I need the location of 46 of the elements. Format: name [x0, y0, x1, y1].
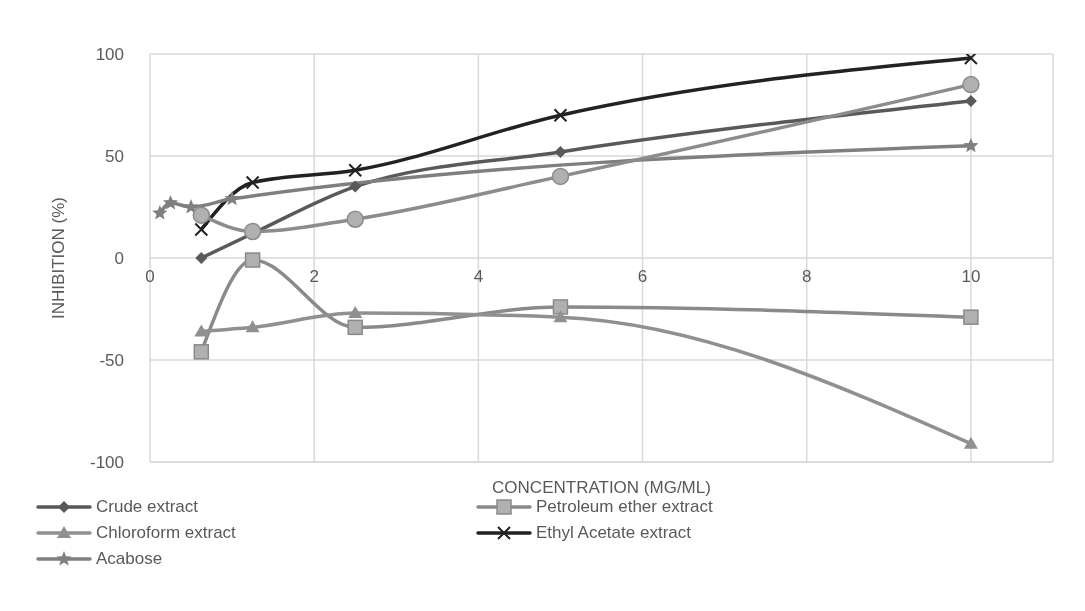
point	[962, 75, 980, 94]
point	[193, 344, 210, 360]
y-tick-label: -100	[89, 453, 124, 473]
x-tick-label: 10	[961, 267, 981, 286]
x-tick-label: 0	[145, 267, 155, 286]
point	[243, 222, 262, 241]
point	[963, 137, 979, 153]
legend-label: Petroleum ether extract	[536, 497, 713, 517]
point	[553, 310, 568, 323]
point	[552, 299, 569, 315]
y-tick-label: 0	[114, 249, 124, 269]
point	[162, 194, 179, 210]
point	[192, 206, 211, 224]
y-tick-label: -50	[99, 351, 124, 371]
point	[195, 252, 208, 264]
point	[553, 108, 568, 123]
point	[551, 167, 570, 186]
x-tick-label: 6	[637, 267, 648, 286]
point	[224, 190, 240, 206]
x-tick-label: 2	[309, 267, 319, 286]
point	[245, 320, 260, 333]
point	[963, 54, 978, 66]
point	[245, 175, 260, 190]
y-tick-label: 50	[105, 147, 124, 167]
point	[347, 319, 363, 336]
x-axis-title: CONCENTRATION (MG/ML)	[492, 478, 711, 497]
y-axis-title: INHIBITION (%)	[49, 197, 69, 319]
legend-label: Ethyl Acetate extract	[536, 523, 691, 543]
point	[348, 306, 363, 319]
point	[349, 180, 362, 193]
y-tick-label: 100	[95, 45, 124, 65]
legend-label: Acabose	[96, 549, 163, 569]
legend-label: Crude extract	[96, 497, 199, 517]
point	[346, 210, 364, 228]
point	[194, 324, 209, 337]
point	[963, 436, 978, 449]
point	[348, 163, 363, 178]
point	[183, 199, 199, 214]
point	[194, 222, 209, 237]
point	[244, 252, 261, 268]
point	[152, 205, 168, 220]
point	[554, 145, 567, 158]
point	[963, 309, 979, 325]
x-tick-label: 4	[473, 267, 484, 286]
x-tick-label: 8	[801, 267, 812, 286]
legend-label: Chloroform extract	[96, 523, 236, 543]
